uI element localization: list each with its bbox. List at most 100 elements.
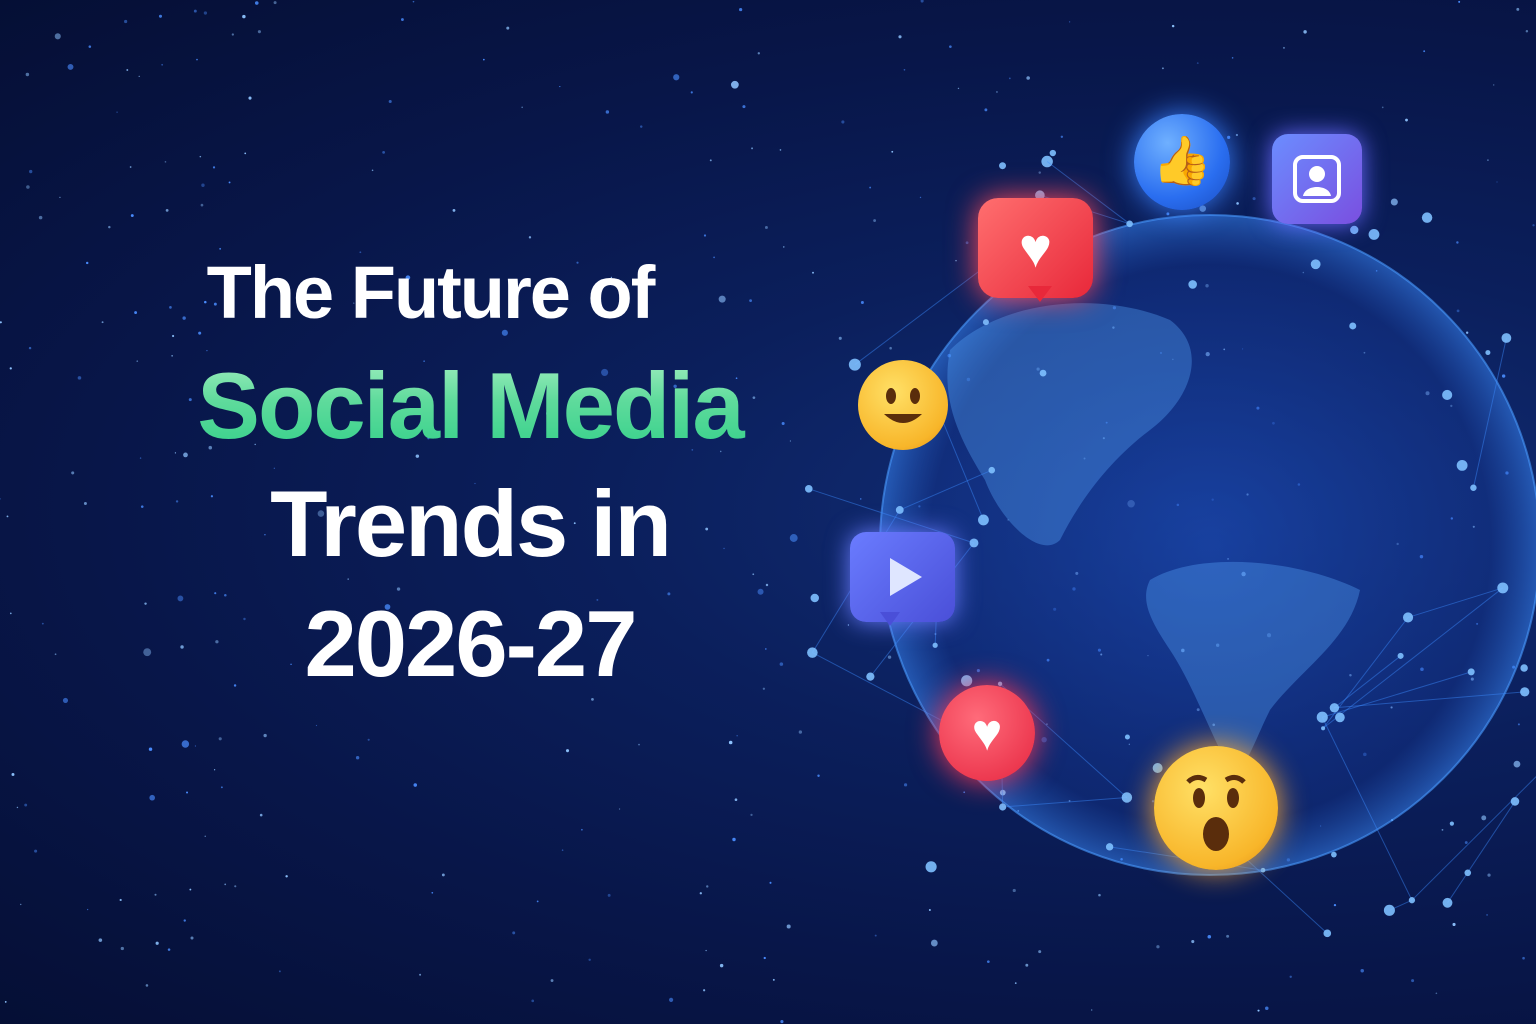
star	[317, 510, 325, 517]
network-node	[1470, 484, 1477, 492]
star	[139, 457, 142, 459]
star	[204, 835, 206, 837]
star	[736, 735, 738, 737]
star	[1464, 841, 1468, 845]
star	[610, 276, 612, 278]
star	[136, 360, 139, 362]
star	[98, 938, 103, 942]
network-node	[1188, 280, 1197, 289]
surprised-emoji-icon	[1154, 746, 1278, 870]
star	[1038, 171, 1041, 174]
star	[669, 997, 674, 1002]
star	[224, 593, 227, 597]
network-node	[1383, 904, 1395, 916]
network-node	[866, 672, 875, 681]
star	[359, 251, 362, 254]
star	[231, 33, 234, 36]
star	[581, 828, 583, 831]
star	[764, 226, 768, 229]
star	[218, 737, 222, 741]
star	[1513, 760, 1521, 768]
star	[83, 502, 87, 506]
network-node	[1260, 867, 1266, 873]
star	[203, 11, 208, 15]
star	[140, 505, 144, 508]
star	[596, 598, 599, 601]
star	[210, 495, 214, 498]
network-node	[1049, 149, 1057, 157]
star	[234, 885, 237, 888]
star	[1025, 963, 1029, 967]
star	[1289, 975, 1292, 978]
star	[1496, 181, 1498, 183]
star	[1171, 24, 1175, 28]
star	[85, 261, 89, 265]
star	[573, 522, 576, 525]
star	[1381, 106, 1384, 109]
network-line	[1411, 776, 1536, 901]
star	[483, 58, 485, 61]
star	[281, 290, 289, 297]
star	[786, 924, 791, 929]
star	[233, 684, 237, 687]
network-node	[1331, 851, 1337, 858]
star	[62, 697, 69, 703]
star	[285, 875, 288, 878]
star	[779, 149, 782, 151]
star	[601, 368, 609, 377]
star	[749, 299, 752, 303]
star	[1532, 224, 1535, 227]
star	[705, 527, 709, 531]
network-line	[899, 469, 992, 511]
star	[138, 75, 140, 78]
network-node	[1321, 726, 1326, 731]
star	[427, 437, 430, 440]
star	[1481, 815, 1487, 821]
star	[441, 873, 445, 877]
star	[1493, 84, 1495, 86]
star	[243, 617, 246, 621]
network-node	[1035, 190, 1045, 201]
star	[1487, 159, 1489, 161]
star	[1026, 76, 1030, 80]
star	[1060, 135, 1064, 139]
star	[1235, 133, 1239, 137]
star	[891, 150, 894, 153]
star	[9, 612, 12, 615]
star	[889, 346, 892, 350]
star	[752, 573, 755, 576]
network-node	[978, 514, 989, 526]
star	[77, 376, 82, 380]
star	[691, 448, 694, 451]
star	[371, 169, 374, 172]
star	[20, 903, 22, 906]
star	[1283, 46, 1285, 49]
star	[1501, 374, 1506, 378]
title-line-1: The Future of	[206, 251, 656, 334]
star	[690, 91, 693, 94]
star	[1441, 828, 1444, 831]
star	[1390, 198, 1398, 206]
star	[315, 724, 318, 727]
star	[54, 653, 57, 656]
star	[543, 672, 547, 676]
star	[199, 155, 202, 158]
star	[1231, 57, 1234, 59]
star	[164, 161, 167, 163]
star	[174, 452, 177, 454]
star	[561, 849, 564, 851]
star	[1303, 30, 1307, 34]
star	[873, 219, 876, 222]
star	[180, 645, 184, 649]
star	[1257, 1009, 1260, 1012]
star	[673, 74, 680, 81]
star	[155, 941, 159, 945]
star	[382, 151, 386, 154]
star	[718, 295, 726, 303]
star	[134, 311, 138, 314]
star	[949, 45, 952, 49]
star	[188, 398, 192, 402]
star	[34, 849, 38, 853]
network-node	[1316, 711, 1328, 723]
star	[1360, 968, 1364, 973]
